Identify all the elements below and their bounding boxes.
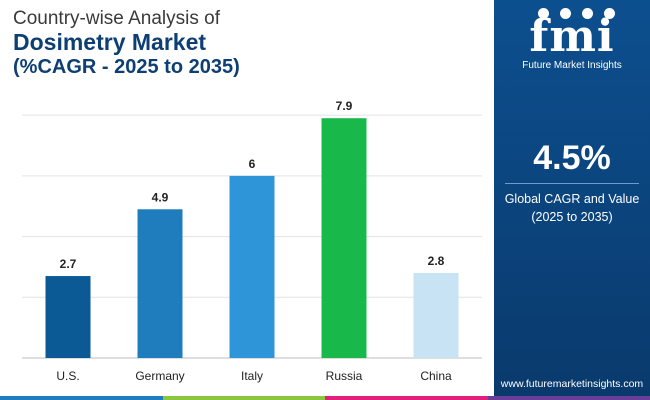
data-label: 2.8 [428, 254, 445, 268]
x-tick-label: Russia [326, 369, 363, 383]
global-cagr-label: Global CAGR and Value (2025 to 2035) [494, 190, 650, 226]
logo-dot-icon [560, 8, 571, 19]
data-label: 7.9 [336, 99, 353, 113]
logo-dot-icon [582, 8, 593, 19]
bar [413, 273, 459, 358]
sidebar-panel: fmi Future Market Insights 4.5% Global C… [494, 0, 650, 400]
logo-dot-icon [538, 8, 549, 19]
bar [321, 118, 367, 358]
logo-mark: fmi [529, 11, 615, 62]
logo-text: Future Market Insights [522, 60, 622, 71]
footer-stripe-segment [0, 396, 163, 400]
logo-dot-icon [604, 8, 615, 19]
bar-chart: 2.7 U.S. 4.9 Germany 6 Italy 7.9 Russia 2.8 China [22, 99, 482, 383]
x-tick-label: China [420, 369, 452, 383]
website-url: www.futuremarketinsights.com [500, 378, 644, 390]
x-tick-label: Italy [241, 369, 263, 383]
x-tick-label: U.S. [56, 369, 79, 383]
footer-stripe-segment [162, 396, 325, 400]
data-label: 4.9 [152, 190, 169, 204]
title-line-3: (%CAGR - 2025 to 2035) [13, 56, 240, 78]
footer-stripe-segment [325, 396, 488, 400]
cagr-divider [505, 183, 639, 184]
footer-stripe-segment [487, 396, 650, 400]
x-tick-label: Germany [135, 369, 184, 383]
footer-stripe [0, 396, 650, 400]
chart-title-block: Country-wise Analysis of Dosimetry Marke… [13, 8, 240, 79]
data-label: 2.7 [60, 257, 77, 271]
cagr-label-line-2: (2025 to 2035) [531, 210, 613, 224]
cagr-label-line-1: Global CAGR and Value [504, 192, 640, 206]
title-line-2: Dosimetry Market [13, 29, 207, 55]
bar [229, 175, 275, 358]
bar [45, 276, 91, 358]
title-line-1: Country-wise Analysis of [13, 8, 220, 29]
data-label: 6 [249, 157, 256, 171]
fmi-logo: fmi Future Market Insights [494, 6, 650, 74]
logo-icons [494, 6, 650, 24]
global-cagr-value: 4.5% [533, 139, 611, 177]
bar [137, 209, 183, 358]
